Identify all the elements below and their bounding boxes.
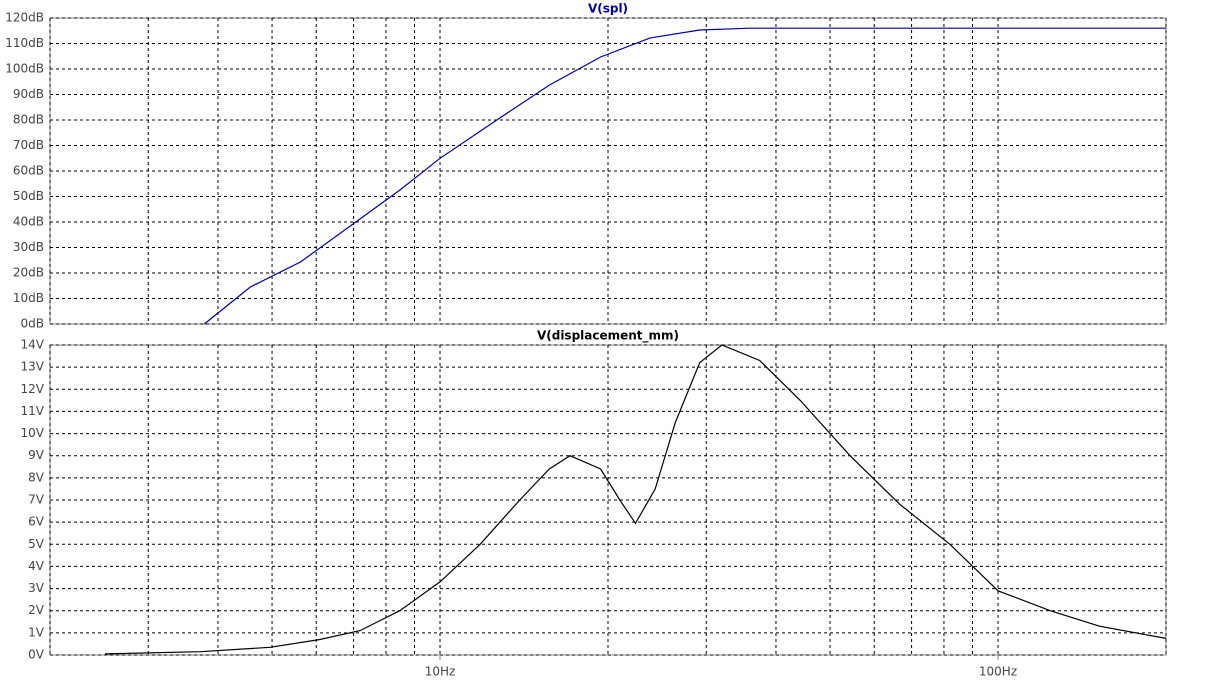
y-tick-label: 1V: [28, 625, 45, 639]
y-tick-label: 70dB: [13, 138, 44, 152]
y-tick-label: 10dB: [13, 291, 44, 305]
y-tick-label: 7V: [28, 493, 45, 507]
y-tick-label: 60dB: [13, 164, 44, 178]
data-line: [104, 344, 1167, 655]
data-line: [203, 27, 1166, 325]
y-tick-label: 110dB: [5, 36, 44, 50]
y-tick-label: 5V: [28, 537, 45, 551]
y-tick-label: 2V: [28, 603, 45, 617]
y-tick-label: 10V: [21, 426, 45, 440]
x-tick-label: 10Hz: [425, 665, 456, 679]
y-tick-label: 8V: [28, 470, 45, 484]
y-tick-label: 30dB: [13, 240, 44, 254]
plot-title: V(spl): [588, 2, 628, 16]
y-tick-label: 12V: [21, 382, 45, 396]
y-tick-label: 20dB: [13, 266, 44, 280]
y-tick-label: 80dB: [13, 113, 44, 127]
y-tick-label: 4V: [28, 559, 45, 573]
y-tick-label: 90dB: [13, 87, 44, 101]
y-tick-label: 6V: [28, 515, 45, 529]
x-tick-label: 100Hz: [979, 665, 1017, 679]
y-tick-label: 9V: [28, 448, 45, 462]
y-tick-label: 13V: [21, 360, 45, 374]
y-tick-label: 11V: [21, 404, 45, 418]
plot-title: V(displacement_mm): [537, 329, 679, 344]
y-tick-label: 0dB: [21, 317, 44, 331]
y-tick-label: 50dB: [13, 189, 44, 203]
y-tick-label: 120dB: [5, 11, 44, 25]
y-tick-label: 14V: [21, 338, 45, 352]
y-tick-label: 3V: [28, 581, 45, 595]
y-tick-label: 40dB: [13, 215, 44, 229]
y-tick-label: 0V: [28, 648, 45, 662]
y-tick-label: 100dB: [5, 62, 44, 76]
